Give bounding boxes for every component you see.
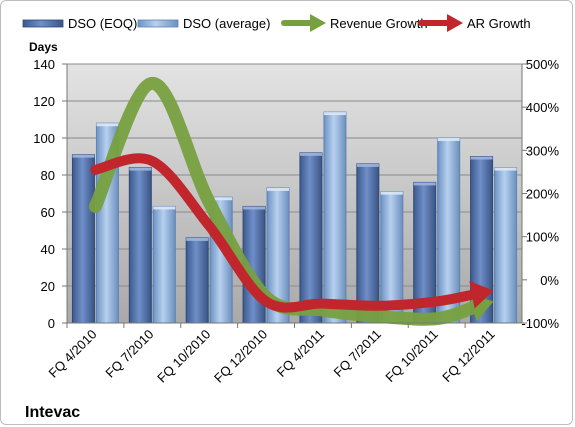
bar-dso-average-cap <box>494 167 517 171</box>
x-tick-label: FQ 12/2010 <box>211 327 270 386</box>
x-tick-label: FQ 12/2011 <box>439 327 497 385</box>
x-tick-label: FQ 10/2011 <box>382 327 440 385</box>
bar-dso-average <box>494 167 518 324</box>
bar-dso-eoq-cap <box>72 154 95 158</box>
bar-dso-eoq-cap <box>299 152 322 156</box>
bar-dso-average-cap <box>380 191 403 195</box>
legend-swatch <box>137 19 179 28</box>
bar-dso-average <box>323 111 347 324</box>
y-tick-label: 60 <box>41 205 55 220</box>
bar-dso-eoq <box>71 154 95 324</box>
y-tick-label: 0 <box>48 316 55 331</box>
y-axis-ticks: 0 20 40 60 80 100 120 140 <box>33 57 67 331</box>
legend-swatch-arrowhead <box>310 14 326 32</box>
legend-swatch <box>22 19 64 28</box>
legend-label: DSO (average) <box>183 16 270 31</box>
bar-dso-eoq-cap <box>186 237 209 241</box>
x-tick-label: FQ 4/2011 <box>274 327 327 380</box>
y2-tick-label: 200% <box>526 187 560 202</box>
y2-tick-label: 0% <box>540 273 559 288</box>
bars <box>71 111 518 324</box>
bar-dso-average-cap <box>96 123 119 127</box>
bar-dso-eoq <box>185 237 209 324</box>
bar-dso-average-cap <box>210 197 233 201</box>
y2-tick-label: 100% <box>526 230 560 245</box>
bar-dso-eoq-cap <box>470 156 493 160</box>
bar-dso-average-cap <box>153 206 176 210</box>
x-tick-label: FQ 7/2010 <box>102 327 156 381</box>
bar-dso-average-cap <box>323 112 346 116</box>
ar-growth-line-arrowhead <box>469 280 494 309</box>
legend-label: DSO (EOQ) <box>68 16 137 31</box>
legend: DSO (EOQ) DSO (average) Revenue Growth AR G… <box>22 14 531 32</box>
y-axis-label: Days <box>29 40 58 54</box>
y-tick-label: 100 <box>33 131 55 146</box>
bar-dso-eoq-cap <box>243 206 266 210</box>
bar-dso-average-cap <box>437 138 460 141</box>
x-tick-label: FQ 7/2011 <box>331 327 384 380</box>
bar-dso-eoq-cap <box>129 167 152 171</box>
y2-tick-label: 300% <box>526 143 560 158</box>
y-tick-label: 140 <box>33 57 55 72</box>
bar-dso-eoq-cap <box>413 182 436 186</box>
bar-dso-eoq <box>356 163 380 324</box>
x-tick-label: FQ 4/2010 <box>46 327 100 381</box>
y2-tick-label: 500% <box>526 57 560 72</box>
legend-label: AR Growth <box>467 16 531 31</box>
y2-tick-label: 400% <box>526 100 560 115</box>
bar-dso-eoq <box>128 167 152 324</box>
legend-swatch-arrowhead <box>447 14 463 32</box>
x-tick-label: FQ 10/2010 <box>154 327 213 386</box>
y-tick-label: 120 <box>33 94 55 109</box>
y2-axis-ticks: -100% 0% 100% 200% 300% 400% 500% <box>521 57 559 331</box>
company-name: Intevac <box>25 404 80 421</box>
bar-dso-average <box>152 205 176 324</box>
y-tick-label: 40 <box>41 242 55 257</box>
bar-dso-eoq <box>299 152 323 324</box>
bar-dso-eoq-cap <box>356 163 379 167</box>
y-tick-label: 80 <box>41 168 55 183</box>
ar-growth-line <box>90 153 479 313</box>
y-tick-label: 20 <box>41 279 55 294</box>
bar-dso-average-cap <box>267 187 290 191</box>
legend-label: Revenue Growth <box>330 16 428 31</box>
growth-lines <box>88 76 494 326</box>
y2-tick-label: -100% <box>521 316 559 331</box>
